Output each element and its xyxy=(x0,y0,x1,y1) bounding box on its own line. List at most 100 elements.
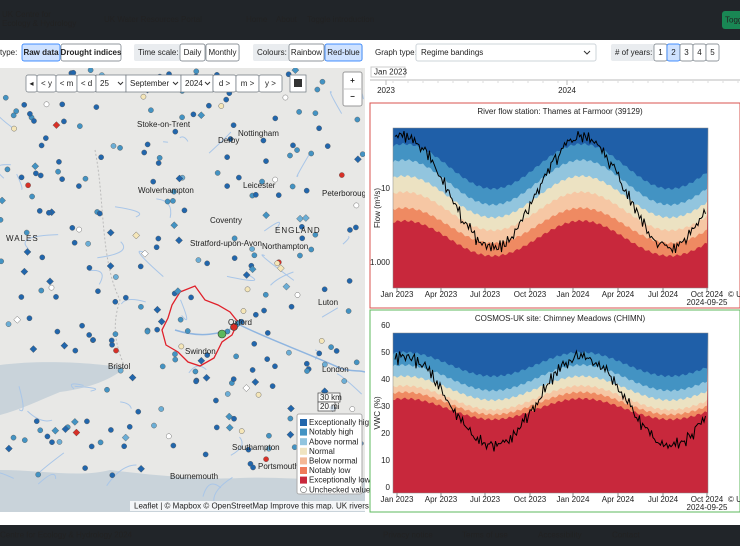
station-marker[interactable] xyxy=(82,175,89,182)
station-marker[interactable] xyxy=(60,341,69,350)
station-marker[interactable] xyxy=(26,315,33,322)
station-marker[interactable] xyxy=(51,426,60,435)
station-marker[interactable] xyxy=(151,422,157,429)
station-marker[interactable] xyxy=(272,363,278,370)
toggle-button-bg[interactable] xyxy=(722,11,740,29)
station-marker[interactable] xyxy=(157,317,166,326)
station-marker[interactable] xyxy=(272,115,279,122)
station-marker[interactable] xyxy=(233,353,239,360)
station-marker[interactable] xyxy=(39,254,46,261)
station-marker[interactable] xyxy=(106,228,115,237)
station-marker[interactable] xyxy=(319,78,326,85)
station-marker[interactable] xyxy=(90,337,96,343)
station-marker[interactable] xyxy=(304,360,310,367)
year-button[interactable] xyxy=(705,43,720,62)
colour-button[interactable] xyxy=(324,43,363,62)
station-marker[interactable] xyxy=(108,427,114,433)
station-marker[interactable] xyxy=(177,316,184,323)
station-marker[interactable] xyxy=(72,428,81,437)
station-marker[interactable] xyxy=(23,229,30,236)
station-marker[interactable] xyxy=(314,86,321,93)
station-marker[interactable] xyxy=(97,439,104,446)
station-marker[interactable] xyxy=(85,240,91,247)
station-marker[interactable] xyxy=(138,304,144,310)
station-marker[interactable] xyxy=(112,298,119,305)
station-marker[interactable] xyxy=(96,210,103,217)
station-marker[interactable] xyxy=(71,418,79,426)
station-marker[interactable] xyxy=(181,207,188,214)
station-marker[interactable] xyxy=(286,349,292,356)
station-marker[interactable] xyxy=(82,465,88,471)
station-marker[interactable] xyxy=(197,356,206,365)
station-marker[interactable] xyxy=(23,248,32,256)
station-marker[interactable] xyxy=(27,111,33,117)
station-marker[interactable] xyxy=(98,154,104,161)
station-marker[interactable] xyxy=(170,221,179,230)
station-marker[interactable] xyxy=(76,183,82,189)
station-marker[interactable] xyxy=(282,94,289,101)
station-marker[interactable] xyxy=(287,152,293,159)
station-marker[interactable] xyxy=(61,118,67,125)
footer-link[interactable]: Privacy notice xyxy=(383,531,433,540)
station-marker[interactable] xyxy=(71,239,78,246)
station-marker[interactable] xyxy=(10,434,17,441)
station-marker[interactable] xyxy=(308,150,315,157)
station-marker[interactable] xyxy=(87,68,94,73)
station-marker[interactable] xyxy=(328,344,334,350)
station-marker[interactable] xyxy=(150,178,156,185)
time-scale-button[interactable] xyxy=(179,43,206,62)
station-marker[interactable] xyxy=(346,278,353,284)
station-marker[interactable] xyxy=(144,328,151,335)
selected-station[interactable] xyxy=(230,323,238,331)
station-marker[interactable] xyxy=(106,262,115,270)
station-marker[interactable] xyxy=(261,307,267,314)
station-marker[interactable] xyxy=(214,170,221,176)
station-marker[interactable] xyxy=(266,432,272,439)
station-marker[interactable] xyxy=(213,397,219,404)
station-marker[interactable] xyxy=(113,347,119,354)
station-marker[interactable] xyxy=(53,294,59,300)
station-marker[interactable] xyxy=(188,294,194,301)
station-marker[interactable] xyxy=(255,391,262,398)
station-marker[interactable] xyxy=(244,286,251,293)
station-marker[interactable] xyxy=(287,415,294,422)
station-marker[interactable] xyxy=(251,378,260,386)
data-type-button[interactable] xyxy=(60,43,122,62)
station-marker[interactable] xyxy=(333,348,340,354)
station-marker[interactable] xyxy=(46,209,52,216)
station-marker[interactable] xyxy=(86,332,92,338)
station-marker[interactable] xyxy=(291,67,300,74)
station-marker[interactable] xyxy=(44,433,51,440)
station-marker[interactable] xyxy=(43,101,50,108)
station-marker[interactable] xyxy=(192,368,199,375)
station-marker[interactable] xyxy=(262,211,270,220)
station-marker[interactable] xyxy=(276,264,285,273)
toggle-button-label[interactable]: Togg xyxy=(725,16,740,25)
station-marker[interactable] xyxy=(289,183,296,190)
station-marker[interactable] xyxy=(175,174,184,183)
station-marker[interactable] xyxy=(113,274,119,280)
station-marker[interactable] xyxy=(259,178,265,185)
station-marker[interactable] xyxy=(253,311,259,318)
station-marker[interactable] xyxy=(242,384,251,392)
station-marker[interactable] xyxy=(84,418,90,425)
station-marker[interactable] xyxy=(121,433,130,442)
station-marker[interactable] xyxy=(20,267,29,276)
station-marker[interactable] xyxy=(238,428,245,434)
station-marker[interactable] xyxy=(202,373,211,382)
station-marker[interactable] xyxy=(341,378,348,384)
colour-button[interactable] xyxy=(288,43,325,62)
station-marker[interactable] xyxy=(321,286,328,293)
station-marker[interactable] xyxy=(21,437,28,443)
station-marker[interactable] xyxy=(38,142,45,149)
station-marker[interactable] xyxy=(345,308,352,314)
station-marker[interactable] xyxy=(110,143,117,149)
station-marker[interactable] xyxy=(275,192,282,198)
station-marker[interactable] xyxy=(262,291,269,298)
station-marker[interactable] xyxy=(5,321,12,327)
station-marker[interactable] xyxy=(69,225,76,231)
station-marker[interactable] xyxy=(251,252,258,259)
station-marker[interactable] xyxy=(223,96,230,103)
station-marker[interactable] xyxy=(79,322,85,329)
station-marker[interactable] xyxy=(225,423,234,432)
